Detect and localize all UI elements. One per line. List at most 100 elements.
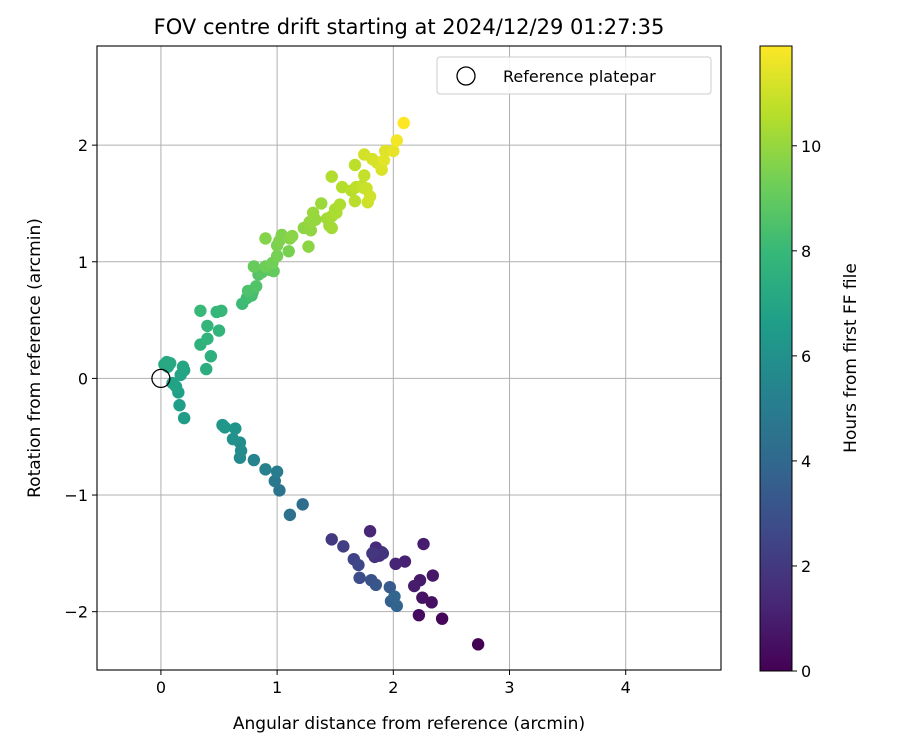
colorbar-tick-label: 6: [801, 347, 811, 366]
data-point: [270, 249, 284, 263]
data-point: [398, 555, 412, 568]
legend: Reference platepar: [436, 56, 712, 95]
data-point: [325, 221, 338, 235]
data-point: [408, 579, 421, 593]
y-tick-label: 1: [78, 253, 88, 272]
data-point: [315, 197, 328, 210]
colorbar-tick-label: 0: [801, 662, 811, 681]
data-point: [268, 474, 281, 488]
data-point: [177, 411, 191, 425]
data-point: [201, 319, 214, 333]
grid: [97, 46, 721, 670]
data-point: [215, 304, 228, 317]
data-point: [417, 537, 430, 551]
legend-box: [436, 56, 712, 95]
x-axis-ticks: 0 1 2 3 4: [156, 670, 631, 697]
data-point: [247, 453, 261, 467]
data-point: [426, 569, 440, 582]
data-point: [383, 580, 397, 594]
data-point: [412, 608, 426, 622]
colorbar-tick-label: 10: [801, 137, 821, 156]
data-point: [306, 206, 320, 219]
data-point: [352, 558, 365, 572]
data-point: [194, 304, 207, 317]
data-point: [358, 169, 371, 182]
data-point: [169, 380, 183, 393]
data-point: [375, 163, 388, 176]
data-point: [348, 194, 362, 208]
data-point: [388, 590, 401, 603]
y-tick-label: −1: [64, 486, 88, 505]
data-point: [390, 599, 403, 613]
data-point: [369, 578, 383, 592]
data-point: [335, 180, 349, 194]
data-point: [249, 280, 263, 293]
data-point: [353, 571, 366, 585]
data-point: [229, 422, 242, 435]
data-point: [247, 260, 261, 273]
x-tick-label: 4: [621, 678, 631, 697]
colorbar: 0 2 4 6 8 10 Hours from first FF file: [759, 45, 861, 681]
legend-marker: [456, 66, 476, 86]
data-point: [204, 350, 218, 363]
data-point: [366, 547, 379, 560]
data-point: [226, 432, 240, 446]
data-point: [283, 508, 297, 522]
data-point: [270, 465, 284, 478]
data-point: [376, 547, 390, 560]
x-tick-label: 1: [272, 678, 282, 697]
x-tick-label: 0: [156, 678, 166, 697]
data-point: [363, 525, 377, 538]
data-point: [425, 596, 438, 609]
y-tick-label: 2: [78, 136, 88, 155]
y-tick-label: −2: [64, 603, 88, 622]
plot-frame: [96, 45, 722, 671]
data-point: [259, 463, 272, 476]
data-point: [302, 240, 315, 253]
x-tick-label: 3: [504, 678, 514, 697]
data-point: [173, 399, 186, 412]
data-point: [286, 229, 299, 243]
reference-marker: [151, 368, 171, 389]
data-point: [416, 591, 429, 604]
colorbar-ticks: 0 2 4 6 8 10: [792, 137, 821, 681]
data-point: [200, 362, 213, 376]
y-axis-label: Rotation from reference (arcmin): [25, 218, 45, 498]
data-point: [325, 170, 338, 183]
colorbar-tick-label: 4: [801, 452, 811, 471]
colorbar-gradient: [759, 45, 793, 672]
data-point: [176, 360, 190, 373]
data-point: [201, 332, 214, 345]
x-tick-label: 2: [388, 678, 398, 697]
data-point: [387, 144, 400, 158]
data-point: [471, 638, 485, 651]
y-tick-label: 0: [78, 369, 88, 388]
data-point: [435, 612, 449, 625]
data-point: [218, 421, 232, 434]
data-point: [282, 245, 295, 258]
x-axis-label: Angular distance from reference (arcmin): [233, 714, 585, 734]
data-point: [389, 557, 402, 571]
y-axis-ticks: −2 −1 0 1 2: [64, 136, 97, 622]
legend-label: Reference platepar: [503, 67, 656, 86]
data-point: [377, 154, 391, 167]
data-point: [259, 232, 272, 245]
data-points: [158, 116, 485, 651]
colorbar-label: Hours from first FF file: [841, 263, 861, 453]
data-point: [296, 498, 309, 511]
colorbar-tick-label: 8: [801, 242, 811, 261]
data-point: [325, 533, 338, 546]
data-point: [397, 116, 410, 130]
data-point: [212, 324, 226, 337]
data-point: [363, 190, 377, 203]
data-point: [348, 158, 362, 172]
data-point: [273, 484, 286, 497]
reference-point: [151, 368, 171, 389]
chart-title: FOV centre drift starting at 2024/12/29 …: [154, 15, 665, 39]
data-point: [390, 134, 403, 147]
data-point: [164, 357, 177, 370]
data-point: [337, 540, 350, 553]
colorbar-tick-label: 2: [801, 557, 811, 576]
data-point: [333, 198, 347, 211]
